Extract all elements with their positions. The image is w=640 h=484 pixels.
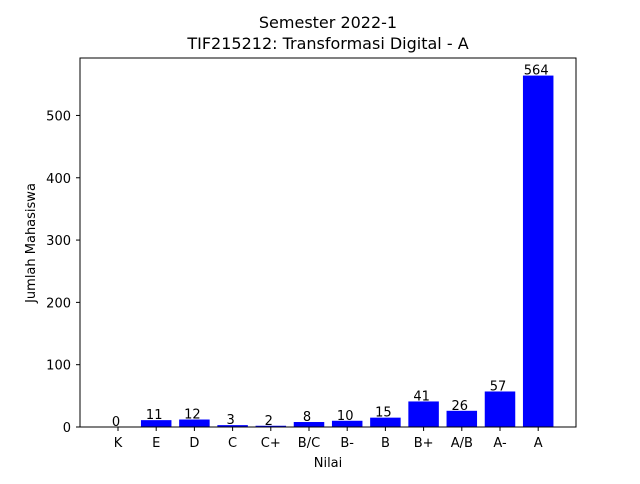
x-axis-label: Nilai xyxy=(314,456,343,471)
y-tick-label-5: 500 xyxy=(46,109,71,124)
bar-value-label-1: 11 xyxy=(146,408,163,423)
y-tick-label-1: 100 xyxy=(46,359,71,374)
x-tick-label-8: B+ xyxy=(414,436,434,451)
bar-11 xyxy=(522,75,554,428)
x-tick-label-5: B/C xyxy=(298,436,320,451)
plot-frame xyxy=(79,57,577,428)
y-tick-label-3: 300 xyxy=(46,234,71,249)
y-axis-label: Jumlah Mahasiswa xyxy=(24,183,39,304)
x-tick-label-3: C xyxy=(228,436,237,451)
x-axis-ticks: K E D C C+ B/C B- B B+ A/B A- A xyxy=(114,427,543,451)
x-tick-label-0: K xyxy=(114,436,123,451)
x-tick-label-9: A/B xyxy=(451,436,473,451)
bar-labels-group: 0 11 12 3 2 8 10 15 41 26 57 564 xyxy=(112,64,549,430)
chart-subtitle: TIF215212: Transformasi Digital - A xyxy=(186,34,468,53)
bar-6 xyxy=(331,420,363,427)
bar-8 xyxy=(408,401,439,427)
bar-value-label-2: 12 xyxy=(184,408,201,423)
bar-value-label-11: 564 xyxy=(524,64,549,79)
x-tick-label-1: E xyxy=(152,436,160,451)
bar-value-label-4: 2 xyxy=(265,414,273,429)
bar-7 xyxy=(370,417,401,427)
bar-value-label-7: 15 xyxy=(375,406,392,421)
bar-value-label-9: 26 xyxy=(452,399,469,414)
x-tick-label-2: D xyxy=(189,436,199,451)
x-tick-label-11: A xyxy=(534,436,543,451)
x-tick-label-6: B- xyxy=(340,436,354,451)
bar-5 xyxy=(293,422,325,427)
bars-group xyxy=(140,75,554,428)
bar-value-label-5: 8 xyxy=(303,410,311,425)
x-tick-label-10: A- xyxy=(493,436,507,451)
bar-4 xyxy=(255,425,287,427)
bar-2 xyxy=(179,419,210,427)
bar-value-label-8: 41 xyxy=(413,389,430,404)
y-axis-ticks: 0 100 200 300 400 500 xyxy=(46,109,80,436)
chart-title: Semester 2022-1 xyxy=(259,13,397,32)
bar-value-label-3: 3 xyxy=(226,413,234,428)
bar-9 xyxy=(446,410,478,427)
x-tick-label-4: C+ xyxy=(261,436,281,451)
bar-value-label-6: 10 xyxy=(337,409,354,424)
y-tick-label-0: 0 xyxy=(63,421,71,436)
y-tick-label-2: 200 xyxy=(46,296,71,311)
bar-10 xyxy=(484,391,516,427)
bar-value-label-10: 57 xyxy=(490,379,507,394)
bar-3 xyxy=(217,425,248,427)
bar-1 xyxy=(140,420,172,427)
bar-value-label-0: 0 xyxy=(112,415,120,430)
y-tick-label-4: 400 xyxy=(46,172,71,187)
x-tick-label-7: B xyxy=(381,436,390,451)
